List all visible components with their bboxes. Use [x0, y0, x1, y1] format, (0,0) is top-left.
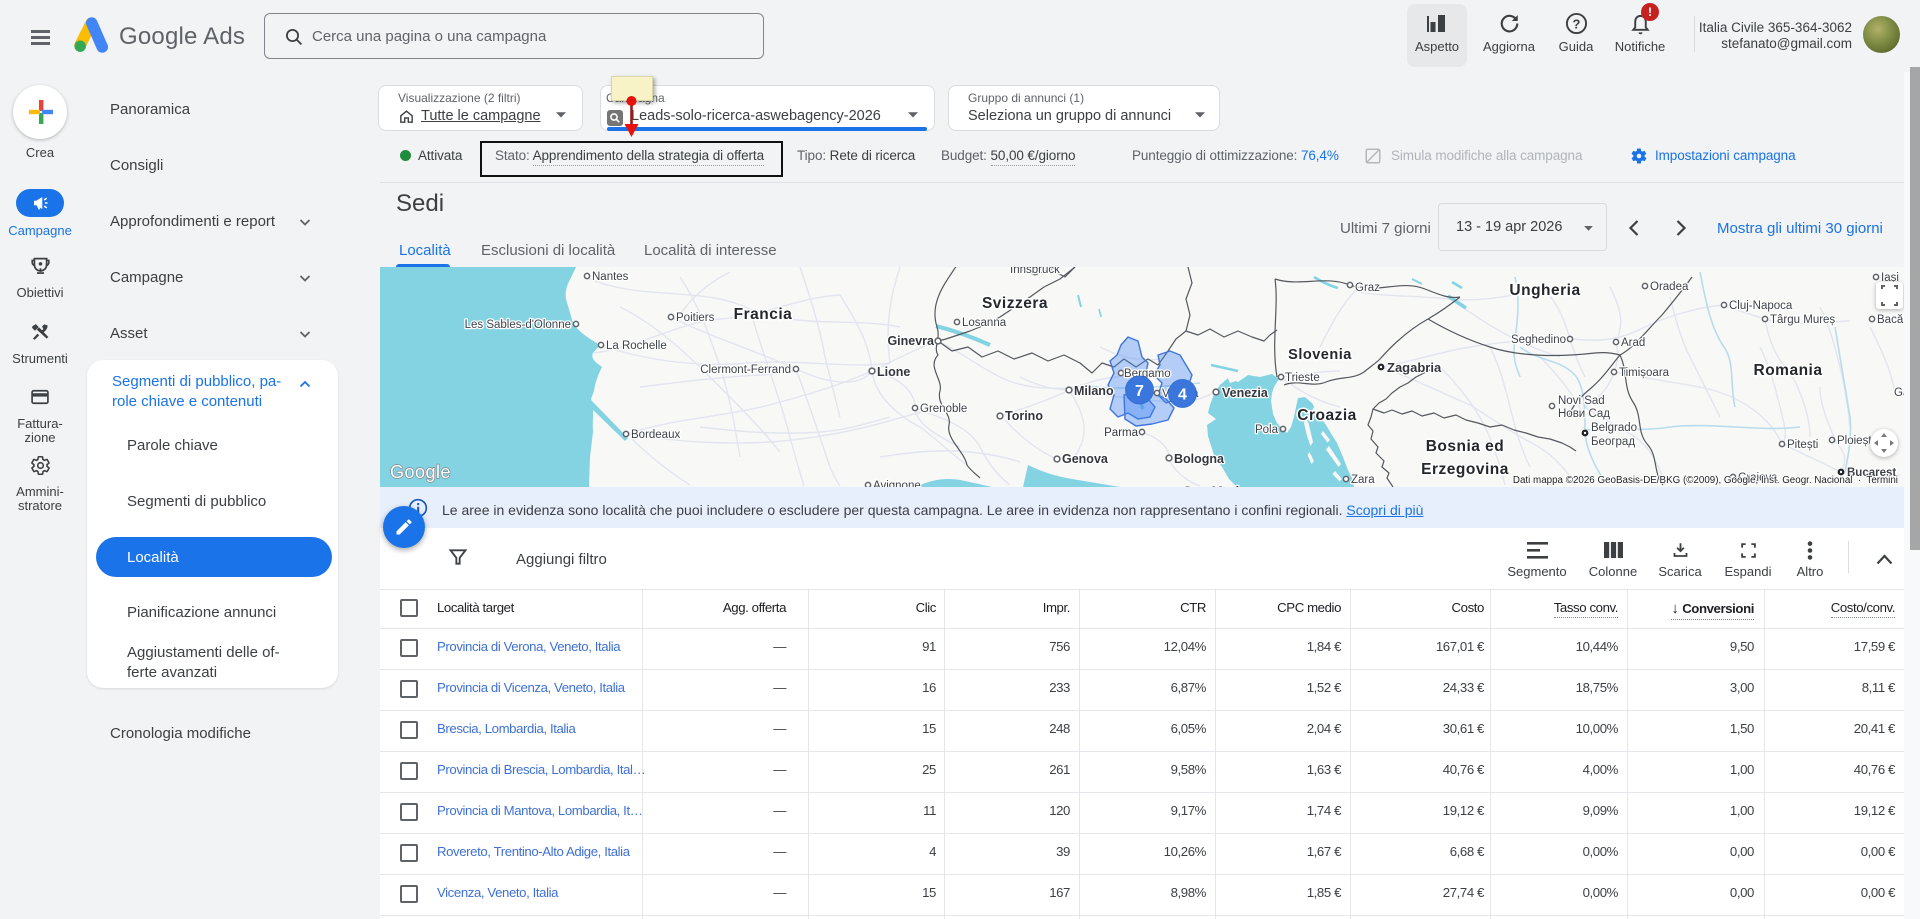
svg-text:Bacău: Bacău — [1877, 314, 1904, 326]
svg-text:Avignone: Avignone — [873, 480, 921, 487]
svg-text:4: 4 — [1178, 386, 1187, 403]
svg-text:Arad: Arad — [1621, 337, 1645, 349]
svg-text:La Rochelle: La Rochelle — [606, 340, 667, 352]
svg-text:Genova: Genova — [1062, 452, 1109, 466]
svg-text:Pitești: Pitești — [1787, 439, 1818, 451]
svg-text:Croazia: Croazia — [1297, 407, 1357, 424]
svg-text:Zagabria: Zagabria — [1387, 360, 1442, 375]
svg-text:Belgrado: Belgrado — [1591, 422, 1637, 434]
svg-text:7: 7 — [1135, 383, 1144, 400]
svg-text:Romania: Romania — [1754, 362, 1823, 379]
svg-text:Нови Сад: Нови Сад — [1558, 408, 1610, 420]
svg-text:Pola: Pola — [1255, 424, 1279, 436]
svg-text:Trieste: Trieste — [1285, 372, 1320, 384]
svg-text:Iași: Iași — [1881, 272, 1899, 284]
svg-text:Torino: Torino — [1005, 409, 1043, 423]
svg-text:Parma: Parma — [1104, 427, 1138, 439]
svg-text:Clermont-Ferrand: Clermont-Ferrand — [700, 364, 791, 376]
svg-text:Lione: Lione — [877, 365, 910, 379]
svg-text:San Marino: San Marino — [1183, 484, 1256, 487]
svg-text:Erzegovina: Erzegovina — [1421, 461, 1509, 478]
svg-text:Bosnia ed: Bosnia ed — [1426, 438, 1505, 455]
svg-text:Bucarest: Bucarest — [1847, 467, 1896, 479]
svg-text:Oradea: Oradea — [1650, 281, 1689, 293]
svg-text:Bologna: Bologna — [1174, 452, 1225, 466]
svg-text:Timișoara: Timișoara — [1619, 367, 1670, 379]
svg-text:Grenoble: Grenoble — [920, 403, 967, 415]
svg-text:Milano: Milano — [1074, 384, 1114, 398]
svg-text:Nantes: Nantes — [592, 271, 629, 283]
svg-text:Svizzera: Svizzera — [982, 295, 1048, 312]
svg-text:Francia: Francia — [734, 306, 793, 323]
svg-text:Innsbruck: Innsbruck — [1010, 267, 1060, 276]
svg-text:Bordeaux: Bordeaux — [631, 429, 680, 441]
svg-text:Graz: Graz — [1355, 282, 1380, 294]
svg-text:Slovenia: Slovenia — [1288, 347, 1352, 363]
svg-text:Ungheria: Ungheria — [1509, 282, 1580, 299]
svg-text:Google: Google — [390, 462, 451, 482]
svg-text:Seghedino: Seghedino — [1511, 334, 1566, 346]
svg-text:Poitiers: Poitiers — [676, 312, 715, 324]
svg-text:Cluj-Napoca: Cluj-Napoca — [1729, 300, 1793, 312]
svg-text:Gal: Gal — [1894, 387, 1904, 399]
svg-text:Ploiești: Ploiești — [1837, 435, 1874, 447]
svg-text:Venezia: Venezia — [1222, 386, 1269, 400]
svg-text:Târgu Mureș: Târgu Mureș — [1770, 314, 1835, 326]
svg-text:Београд: Београд — [1591, 436, 1635, 448]
svg-text:Ginevra: Ginevra — [887, 334, 935, 348]
svg-text:Dati mappa ©2026 GeoBasis-DE/B: Dati mappa ©2026 GeoBasis-DE/BKG (©2009)… — [1513, 475, 1898, 486]
svg-text:Losanna: Losanna — [962, 317, 1007, 329]
svg-text:Zara: Zara — [1351, 474, 1375, 486]
svg-text:Craiova: Craiova — [1738, 472, 1778, 484]
svg-text:Les Sables-d'Olonne: Les Sables-d'Olonne — [465, 319, 571, 331]
svg-text:?: ? — [1573, 16, 1581, 31]
svg-text:Novi Sad: Novi Sad — [1558, 395, 1605, 407]
